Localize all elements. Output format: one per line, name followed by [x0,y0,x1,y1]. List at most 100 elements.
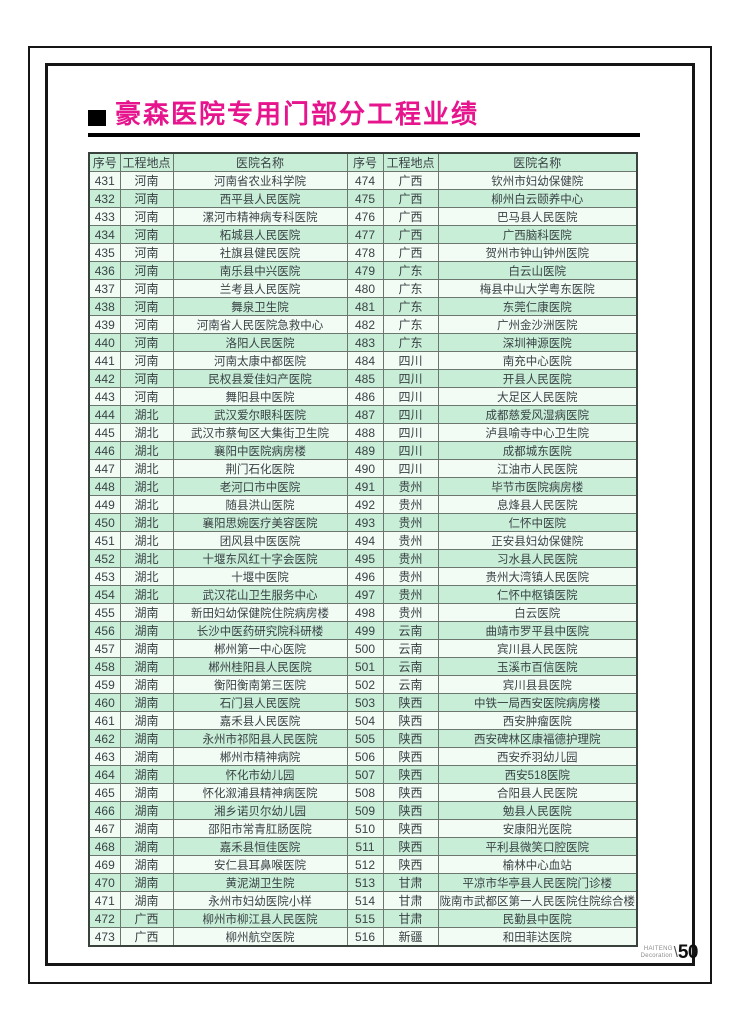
location-cell: 陕西 [382,837,439,856]
table-row: 448 湖北 老河口市中医院 491 贵州 毕节市医院病房楼 [88,477,638,496]
location-cell: 河南 [119,189,174,208]
location-cell: 湖南 [119,657,174,676]
serial-cell: 476 [346,207,384,226]
hospital-name-cell: 南充中心医院 [437,351,638,370]
location-cell: 陕西 [382,783,439,802]
location-cell: 甘肃 [382,873,439,892]
hospital-name-cell: 柳州市柳江县人民医院 [172,909,348,928]
location-cell: 河南 [119,333,174,352]
hospital-name-cell: 深圳神源医院 [437,333,638,352]
serial-cell: 482 [346,315,384,334]
hospital-name-cell: 柘城县人民医院 [172,225,348,244]
location-cell: 甘肃 [382,891,439,910]
table-row: 455 湖南 新田妇幼保健院住院病房楼 498 贵州 白云医院 [88,603,638,622]
location-cell: 四川 [382,405,439,424]
table-row: 463 湖南 郴州市精神病院 506 陕西 西安乔羽幼儿园 [88,747,638,766]
location-cell: 湖南 [119,603,174,622]
table-row: 470 湖南 黄泥湖卫生院 513 甘肃 平凉市华亭县人民医院门诊楼 [88,873,638,892]
location-cell: 贵州 [382,603,439,622]
location-cell: 湖南 [119,855,174,874]
hospital-name-cell: 民权县爱佳妇产医院 [172,369,348,388]
serial-cell: 439 [88,315,121,334]
serial-cell: 500 [346,639,384,658]
hospital-name-cell: 十堰东风红十字会医院 [172,549,348,568]
hospital-name-cell: 仁怀中枢镇医院 [437,585,638,604]
location-cell: 河南 [119,261,174,280]
hospital-name-cell: 平利县微笑口腔医院 [437,837,638,856]
brand-slash: \ [673,943,678,961]
hospital-name-cell: 东莞仁康医院 [437,297,638,316]
location-cell: 湖北 [119,567,174,586]
serial-cell: 461 [88,711,121,730]
hospital-name-cell: 嘉禾县人民医院 [172,711,348,730]
serial-cell: 506 [346,747,384,766]
hospital-name-cell: 民勤县中医院 [437,909,638,928]
location-cell: 湖南 [119,639,174,658]
hospital-name-cell: 贵州大湾镇人民医院 [437,567,638,586]
serial-cell: 458 [88,657,121,676]
location-cell: 广东 [382,297,439,316]
serial-cell: 503 [346,693,384,712]
table-row: 457 湖南 郴州第一中心医院 500 云南 宾川县人民医院 [88,639,638,658]
serial-cell: 445 [88,423,121,442]
location-cell: 湖北 [119,585,174,604]
hospital-name-cell: 衡阳衡南第三医院 [172,675,348,694]
serial-cell: 433 [88,207,121,226]
location-cell: 湖南 [119,711,174,730]
hospital-name-cell: 漯河市精神病专科医院 [172,207,348,226]
serial-cell: 452 [88,549,121,568]
hospital-name-cell: 新田妇幼保健院住院病房楼 [172,603,348,622]
serial-cell: 456 [88,621,121,640]
brand-line1: HAITENG [643,946,673,952]
serial-cell: 442 [88,369,121,388]
serial-cell: 481 [346,297,384,316]
serial-cell: 479 [346,261,384,280]
hospital-name-cell: 贺州市钟山钟州医院 [437,243,638,262]
table-row: 431 河南 河南省农业科学院 474 广西 钦州市妇幼保健院 [88,171,638,190]
serial-cell: 443 [88,387,121,406]
table-row: 458 湖南 郴州桂阳县人民医院 501 云南 玉溪市百信医院 [88,657,638,676]
location-cell: 贵州 [382,567,439,586]
table-row: 456 湖南 长沙中医药研究院科研楼 499 云南 曲靖市罗平县中医院 [88,621,638,640]
serial-cell: 469 [88,855,121,874]
hospital-name-cell: 成都城东医院 [437,441,638,460]
serial-cell: 507 [346,765,384,784]
location-cell: 湖南 [119,891,174,910]
location-cell: 贵州 [382,585,439,604]
table-row: 459 湖南 衡阳衡南第三医院 502 云南 宾川县县医院 [88,675,638,694]
table-row: 460 湖南 石门县人民医院 503 陕西 中铁一局西安医院病房楼 [88,693,638,712]
serial-cell: 450 [88,513,121,532]
hospital-name-cell: 开县人民医院 [437,369,638,388]
hospital-name-cell: 郴州市精神病院 [172,747,348,766]
serial-cell: 462 [88,729,121,748]
serial-cell: 483 [346,333,384,352]
serial-cell: 435 [88,243,121,262]
serial-cell: 449 [88,495,121,514]
serial-cell: 484 [346,351,384,370]
location-cell: 湖南 [119,675,174,694]
serial-cell: 447 [88,459,121,478]
hospital-name-cell: 广西脑科医院 [437,225,638,244]
title-bullet-square-icon [88,110,106,127]
table-row: 462 湖南 永州市祁阳县人民医院 505 陕西 西安碑林区康福德护理院 [88,729,638,748]
table-row: 473 广西 柳州航空医院 516 新疆 和田菲达医院 [88,927,638,947]
serial-cell: 487 [346,405,384,424]
hospital-name-cell: 武汉市蔡甸区大集街卫生院 [172,423,348,442]
location-cell: 河南 [119,369,174,388]
serial-cell: 440 [88,333,121,352]
location-cell: 四川 [382,459,439,478]
brand-mark: HAITENG Decoration \ 50 [632,941,699,965]
table-row: 435 河南 社旗县健民医院 478 广西 贺州市钟山钟州医院 [88,243,638,262]
hospital-name-cell: 怀化市幼儿园 [172,765,348,784]
serial-cell: 480 [346,279,384,298]
hospital-name-cell: 社旗县健民医院 [172,243,348,262]
table-row: 433 河南 漯河市精神病专科医院 476 广西 巴马县人民医院 [88,207,638,226]
hospital-name-cell: 和田菲达医院 [437,927,638,947]
location-cell: 云南 [382,675,439,694]
serial-cell: 497 [346,585,384,604]
serial-cell: 489 [346,441,384,460]
location-cell: 陕西 [382,801,439,820]
serial-cell: 485 [346,369,384,388]
location-cell: 广西 [382,207,439,226]
location-cell: 河南 [119,387,174,406]
